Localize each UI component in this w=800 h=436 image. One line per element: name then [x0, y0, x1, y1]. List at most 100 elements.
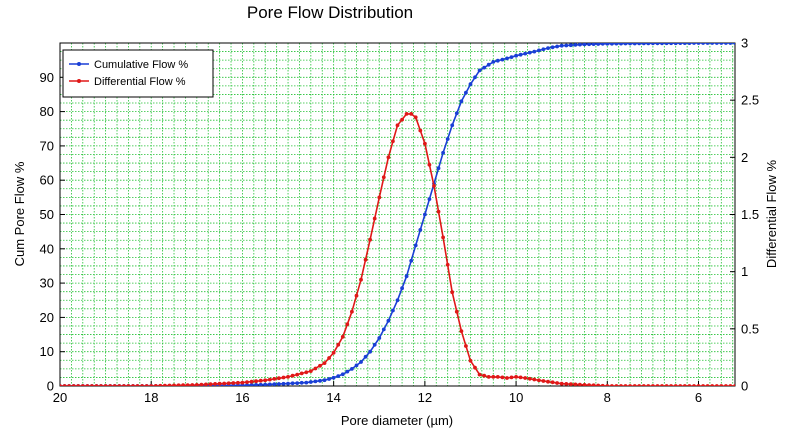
data-point-cumulative — [628, 43, 632, 46]
data-point-differential — [692, 384, 696, 386]
data-point-differential — [646, 384, 651, 386]
data-point-differential — [359, 277, 363, 282]
data-point-differential — [596, 383, 601, 386]
data-point-cumulative — [322, 378, 327, 383]
data-point-cumulative — [359, 360, 363, 364]
data-point-differential — [140, 384, 144, 386]
data-point-differential — [153, 384, 158, 386]
data-point-differential — [445, 262, 450, 267]
data-point-differential — [290, 373, 295, 378]
data-point-differential — [350, 309, 354, 314]
data-point-cumulative — [336, 374, 341, 378]
data-point-cumulative — [459, 99, 464, 104]
data-point-differential — [505, 376, 509, 380]
data-point-differential — [80, 384, 85, 386]
data-point-differential — [559, 381, 564, 386]
data-point-differential — [149, 384, 154, 386]
data-point-differential — [623, 384, 628, 386]
data-point-differential — [427, 162, 432, 167]
data-point-differential — [377, 195, 382, 200]
data-point-differential — [281, 375, 286, 380]
x-axis: 20 18 16 14 12 10 8 6 — [53, 381, 702, 405]
data-point-cumulative — [605, 43, 610, 46]
data-point-differential — [733, 384, 735, 386]
data-point-differential — [546, 379, 550, 384]
data-point-cumulative — [386, 318, 391, 323]
data-point-differential — [112, 384, 117, 386]
data-point-differential — [578, 382, 582, 386]
data-point-differential — [669, 384, 673, 386]
data-point-cumulative — [304, 380, 309, 385]
data-point-differential — [318, 363, 322, 368]
data-point-differential — [62, 384, 67, 386]
data-point-cumulative — [660, 43, 664, 46]
legend-label-differential: Differential Flow % — [94, 76, 186, 88]
data-point-differential — [587, 383, 591, 386]
data-point-differential — [286, 375, 290, 379]
data-point-differential — [313, 366, 318, 371]
data-point-cumulative — [482, 65, 487, 70]
data-point-differential — [190, 383, 195, 386]
data-point-cumulative — [614, 43, 619, 46]
data-point-differential — [245, 380, 249, 384]
data-point-cumulative — [286, 381, 290, 386]
y2-tick-label: 2 — [741, 150, 748, 165]
data-point-cumulative — [254, 383, 258, 386]
data-point-differential — [701, 384, 705, 386]
data-point-differential — [454, 309, 459, 314]
data-point-cumulative — [413, 243, 418, 248]
data-point-cumulative — [290, 381, 295, 386]
data-point-differential — [678, 384, 683, 386]
data-point-differential — [213, 382, 218, 386]
data-point-differential — [272, 377, 277, 381]
data-point-differential — [322, 361, 327, 365]
data-point-differential — [714, 384, 719, 386]
data-point-differential — [240, 380, 245, 385]
data-point-cumulative — [308, 380, 313, 384]
y2-tick-label: 3 — [741, 36, 748, 51]
data-point-differential — [660, 384, 664, 386]
y-tick-label: 0 — [47, 379, 54, 394]
data-point-differential — [532, 377, 537, 382]
x-tick-label: 20 — [53, 390, 67, 405]
data-point-differential — [167, 383, 172, 386]
data-point-differential — [308, 369, 313, 373]
data-point-cumulative — [523, 51, 528, 56]
data-point-differential — [331, 350, 336, 355]
data-point-cumulative — [331, 375, 336, 380]
y-tick-label: 40 — [40, 241, 54, 256]
legend: Cumulative Flow % Differential Flow % — [62, 49, 214, 98]
data-point-differential — [628, 384, 632, 386]
data-point-cumulative — [705, 43, 710, 45]
data-point-cumulative — [532, 49, 537, 54]
data-point-cumulative — [509, 55, 514, 59]
data-point-cumulative — [596, 43, 601, 46]
data-point-differential — [605, 384, 610, 386]
data-point-cumulative — [491, 60, 496, 64]
data-point-differential — [363, 257, 368, 262]
y-tick-label: 20 — [40, 310, 54, 325]
data-point-cumulative — [395, 298, 400, 303]
data-point-differential — [144, 384, 149, 386]
data-point-cumulative — [418, 228, 423, 232]
data-point-cumulative — [281, 381, 286, 386]
data-point-differential — [518, 375, 523, 380]
data-point-cumulative — [267, 382, 272, 386]
data-point-cumulative — [372, 342, 377, 347]
data-point-differential — [299, 371, 304, 376]
data-point-differential — [619, 384, 623, 386]
data-point-differential — [199, 382, 204, 386]
x-tick-label: 12 — [418, 390, 432, 405]
data-point-differential — [582, 383, 587, 386]
data-point-differential — [610, 384, 614, 386]
data-point-differential — [85, 384, 90, 386]
chart-title: Pore Flow Distribution — [246, 3, 414, 22]
data-point-cumulative — [637, 43, 642, 46]
data-point-cumulative — [423, 212, 427, 217]
data-point-cumulative — [350, 367, 354, 371]
data-point-cumulative — [477, 68, 482, 73]
x-axis-title: Pore diameter (µm) — [341, 413, 453, 428]
data-point-cumulative — [404, 274, 409, 279]
y2-axis-title: Differential Flow % — [764, 159, 779, 268]
data-point-differential — [222, 381, 227, 386]
